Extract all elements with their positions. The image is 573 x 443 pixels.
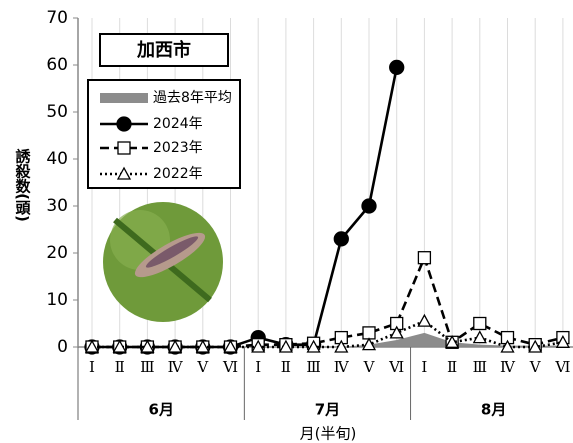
- point: [278, 339, 293, 353]
- group-label: 7月: [315, 401, 340, 419]
- x-tick-label: Ⅴ: [196, 358, 209, 376]
- point: [389, 325, 404, 339]
- point: [168, 339, 183, 353]
- point: [472, 330, 487, 344]
- y-tick-label: 70: [46, 8, 68, 28]
- legend-label: 2023年: [153, 140, 203, 156]
- point: [389, 59, 405, 75]
- x-tick-label: Ⅲ: [306, 358, 320, 376]
- point: [223, 339, 238, 353]
- point: [84, 339, 100, 353]
- legend-label: 過去8年平均: [153, 90, 232, 106]
- point: [361, 198, 377, 214]
- point: [417, 313, 432, 327]
- y-tick-label: 50: [46, 102, 68, 122]
- chart-label: 加西市: [136, 39, 191, 61]
- y-tick-label: 40: [46, 149, 68, 169]
- x-tick-label: Ⅵ: [222, 358, 238, 376]
- x-tick-label: Ⅵ: [554, 358, 570, 376]
- x-tick-label: Ⅵ: [388, 358, 404, 376]
- legend-swatch: [100, 93, 148, 103]
- point: [112, 339, 127, 353]
- point: [251, 339, 266, 353]
- group-label: 6月: [149, 401, 174, 419]
- point: [362, 326, 376, 340]
- y-tick-label: 10: [46, 290, 68, 310]
- legend-marker: [116, 116, 132, 132]
- x-tick-label: Ⅰ: [255, 358, 261, 376]
- x-tick-label: Ⅰ: [421, 358, 427, 376]
- x-tick-label: Ⅳ: [168, 358, 184, 376]
- x-tick-label: Ⅱ: [115, 358, 125, 376]
- x-tick-label: Ⅴ: [363, 358, 376, 376]
- legend-label: 2022年: [153, 166, 203, 182]
- x-tick-label: Ⅱ: [447, 358, 457, 376]
- area: [92, 332, 563, 347]
- y-tick-label: 30: [46, 196, 68, 216]
- legend-marker: [117, 141, 131, 155]
- x-tick-label: Ⅱ: [281, 358, 291, 376]
- x-tick-label: Ⅲ: [140, 358, 154, 376]
- x-axis-title: 月(半旬): [300, 425, 357, 443]
- x-tick-label: Ⅴ: [529, 358, 542, 376]
- legend-label: 2024年: [153, 116, 203, 132]
- y-tick-label: 60: [46, 55, 68, 75]
- y-tick-label: 20: [46, 243, 68, 263]
- group-label: 8月: [481, 401, 506, 419]
- x-tick-label: Ⅲ: [473, 358, 487, 376]
- legend-marker: [116, 166, 132, 180]
- point: [528, 339, 543, 353]
- point: [361, 337, 377, 351]
- x-tick-label: Ⅰ: [89, 358, 95, 376]
- point: [417, 251, 432, 265]
- point: [555, 334, 570, 348]
- point: [333, 231, 349, 247]
- point: [334, 339, 349, 353]
- point: [140, 339, 155, 353]
- point: [500, 339, 515, 353]
- y-tick-label: 0: [57, 337, 68, 357]
- point: [195, 339, 210, 353]
- x-tick-label: Ⅳ: [334, 358, 350, 376]
- point: [445, 334, 460, 348]
- label-box: [99, 33, 229, 67]
- x-tick-label: Ⅳ: [500, 358, 516, 376]
- line: [92, 319, 564, 349]
- photo: [103, 202, 223, 322]
- y-axis-title: 誘殺数(頭): [14, 147, 32, 222]
- point: [306, 339, 321, 353]
- point: [473, 316, 487, 331]
